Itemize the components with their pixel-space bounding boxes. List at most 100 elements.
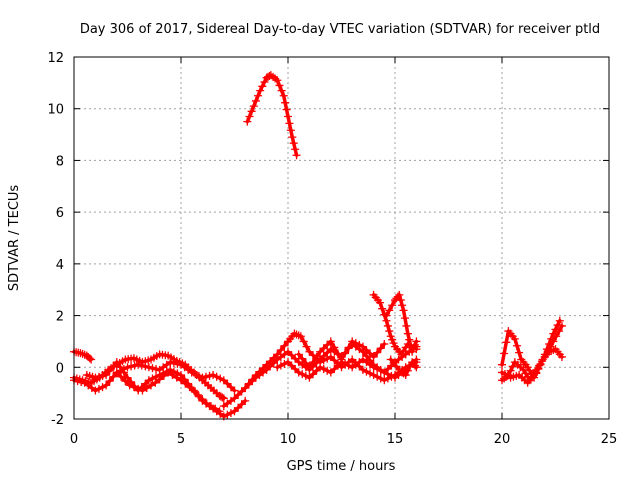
data-point-marker xyxy=(369,363,378,372)
data-point-marker xyxy=(275,81,284,90)
x-tick-label: 25 xyxy=(601,432,618,447)
data-point-marker xyxy=(262,365,271,374)
data-point-marker xyxy=(532,365,541,374)
data-point-marker xyxy=(555,316,564,325)
data-point-marker xyxy=(234,390,243,399)
data-point-marker xyxy=(237,400,246,409)
data-point-marker xyxy=(410,361,419,370)
data-point-marker xyxy=(119,368,128,377)
data-point-marker xyxy=(557,352,566,361)
data-point-marker xyxy=(319,365,328,374)
data-point-marker xyxy=(344,343,353,352)
data-point-marker xyxy=(386,332,395,341)
data-point-marker xyxy=(298,354,307,363)
data-point-marker xyxy=(144,376,153,385)
data-point-marker xyxy=(546,342,555,351)
data-point-marker xyxy=(260,77,269,86)
data-point-marker xyxy=(526,374,535,383)
data-point-marker xyxy=(98,371,107,380)
data-point-marker xyxy=(296,332,305,341)
data-point-marker xyxy=(529,370,538,379)
data-point-marker xyxy=(316,363,325,372)
data-point-marker xyxy=(234,403,243,412)
data-point-marker xyxy=(282,105,291,114)
data-point-marker xyxy=(395,290,404,299)
data-point-marker xyxy=(298,370,307,379)
data-point-marker xyxy=(127,362,136,371)
data-point-marker xyxy=(129,383,138,392)
data-point-marker xyxy=(198,395,207,404)
data-point-marker xyxy=(211,404,220,413)
y-tick-label: -2 xyxy=(51,413,64,428)
data-point-marker xyxy=(355,340,364,349)
data-point-marker xyxy=(206,402,215,411)
data-point-marker xyxy=(500,349,509,358)
y-tick-label: 4 xyxy=(56,258,64,273)
data-point-marker xyxy=(134,360,143,369)
data-point-marker xyxy=(223,410,232,419)
y-tick-label: 2 xyxy=(56,310,64,325)
data-point-marker xyxy=(344,361,353,370)
data-point-marker xyxy=(248,377,257,386)
data-point-marker xyxy=(362,346,371,355)
data-point-marker xyxy=(385,327,394,336)
data-point-marker xyxy=(144,363,153,372)
data-point-marker xyxy=(147,381,156,390)
x-tick-label: 5 xyxy=(177,432,185,447)
data-point-marker xyxy=(286,126,295,135)
data-point-marker xyxy=(341,349,350,358)
data-point-marker xyxy=(301,358,310,367)
data-point-marker xyxy=(87,355,96,364)
series-arc-9 xyxy=(382,290,421,356)
y-tick-label: 10 xyxy=(47,103,64,118)
data-point-marker xyxy=(369,371,378,380)
data-point-marker xyxy=(279,91,288,100)
data-point-marker xyxy=(284,347,292,356)
data-point-marker xyxy=(185,383,194,392)
data-point-marker xyxy=(523,378,532,387)
data-point-marker xyxy=(244,380,253,389)
data-point-marker xyxy=(403,366,412,375)
data-point-marker xyxy=(91,373,100,382)
data-point-marker xyxy=(173,359,182,368)
data-point-marker xyxy=(187,368,196,377)
data-point-marker xyxy=(380,340,389,349)
series-trace xyxy=(245,73,299,158)
data-point-marker xyxy=(177,376,185,385)
data-point-marker xyxy=(383,370,392,379)
data-point-marker xyxy=(251,96,260,105)
data-point-marker xyxy=(402,321,411,330)
data-point-marker xyxy=(266,362,275,371)
data-point-marker xyxy=(109,372,118,381)
data-point-marker xyxy=(194,390,203,399)
data-point-marker xyxy=(237,387,246,396)
data-point-marker xyxy=(281,98,290,107)
data-point-marker xyxy=(537,357,546,366)
data-point-marker xyxy=(312,366,321,375)
series-arc-7 xyxy=(273,355,421,382)
data-point-marker xyxy=(223,379,232,388)
data-point-marker xyxy=(326,352,335,361)
plot-frame xyxy=(73,56,610,420)
data-point-marker xyxy=(276,361,285,370)
data-point-marker xyxy=(205,371,214,380)
data-point-marker xyxy=(181,379,190,388)
data-point-marker xyxy=(398,301,407,310)
data-point-marker xyxy=(201,372,210,381)
data-point-marker xyxy=(105,366,114,375)
data-point-marker xyxy=(557,321,566,330)
data-point-marker xyxy=(245,112,254,121)
data-point-marker xyxy=(382,311,391,320)
data-point-marker xyxy=(219,394,228,403)
data-point-marker xyxy=(134,384,143,393)
chart-title: Day 306 of 2017, Sidereal Day-to-day VTE… xyxy=(80,22,600,37)
data-point-marker xyxy=(102,381,111,390)
data-point-marker xyxy=(333,361,342,370)
data-point-marker xyxy=(412,337,421,346)
data-point-marker xyxy=(299,337,308,346)
data-point-marker xyxy=(348,355,357,364)
data-point-marker xyxy=(412,355,421,364)
data-point-marker xyxy=(408,347,417,356)
data-point-marker xyxy=(230,394,239,403)
